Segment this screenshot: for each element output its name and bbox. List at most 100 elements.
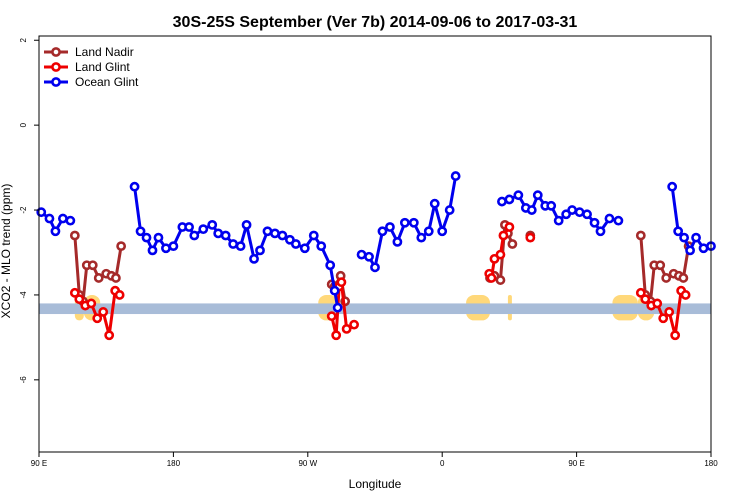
data-point — [220, 230, 231, 241]
data-point — [329, 285, 340, 296]
data-point — [44, 213, 55, 224]
data-point — [189, 230, 200, 241]
x-tick-label: 90 E — [31, 459, 47, 468]
data-point — [241, 219, 252, 230]
data-point — [655, 260, 666, 271]
data-point — [444, 205, 455, 215]
data-point — [326, 311, 337, 322]
data-point — [364, 251, 374, 262]
data-point — [685, 245, 695, 256]
x-tick-label: 180 — [167, 459, 181, 468]
y-axis-label: XCO2 - MLO trend (ppm) — [0, 184, 13, 319]
chart-title: 30S-25S September (Ver 7b) 2014-09-06 to… — [173, 14, 578, 31]
data-point — [92, 313, 103, 324]
data-point — [249, 253, 259, 264]
data-point — [408, 217, 419, 228]
data-point — [147, 245, 158, 256]
data-point — [525, 232, 536, 243]
series-land-glint — [69, 222, 691, 341]
data-point — [423, 226, 434, 237]
y-tick-label: -4 — [19, 291, 28, 299]
data-point — [513, 190, 524, 201]
data-point — [673, 226, 684, 237]
data-point — [567, 205, 578, 215]
data-point — [290, 239, 301, 249]
y-tick-label: -2 — [19, 206, 28, 214]
data-point — [255, 245, 265, 256]
data-point — [640, 294, 651, 305]
data-point — [356, 249, 367, 260]
data-point — [153, 232, 164, 243]
data-point — [235, 241, 246, 252]
data-point — [65, 215, 76, 226]
data-point — [661, 273, 672, 283]
data-point — [437, 226, 448, 237]
data-point — [664, 307, 675, 317]
legend-swatch-marker — [51, 77, 61, 87]
legend-item: Ocean Glint — [44, 75, 139, 89]
data-point — [498, 230, 509, 241]
data-point — [613, 215, 624, 226]
data-point — [325, 260, 336, 271]
data-point — [86, 298, 97, 309]
data-point — [50, 226, 61, 237]
data-point — [262, 226, 273, 237]
legend-label: Ocean Glint — [75, 75, 139, 89]
y-tick-label: 0 — [19, 122, 28, 127]
data-point — [116, 241, 127, 252]
data-point — [213, 228, 224, 239]
y-tick-label: -6 — [19, 376, 28, 384]
data-point — [429, 198, 440, 209]
data-point — [228, 239, 239, 249]
data-point — [450, 171, 461, 181]
data-point — [87, 260, 98, 271]
data-point — [589, 217, 600, 228]
data-point — [691, 232, 701, 243]
legend-swatch-marker — [51, 62, 61, 72]
data-point — [332, 302, 343, 313]
data-point — [678, 273, 689, 283]
legend-item: Land Nadir — [44, 45, 134, 59]
data-point — [141, 232, 152, 243]
data-point — [69, 230, 80, 241]
data-point — [198, 224, 209, 235]
data-point — [341, 323, 352, 334]
data-point — [316, 241, 327, 252]
series-line — [501, 193, 619, 233]
data-point — [698, 243, 709, 254]
data-point — [399, 217, 410, 228]
data-point — [604, 213, 615, 224]
data-point — [207, 219, 218, 230]
x-tick-label: 90 W — [298, 459, 317, 468]
data-point — [574, 207, 585, 218]
series-ocean-glint — [36, 171, 716, 313]
data-point — [370, 262, 380, 273]
data-point — [57, 213, 68, 224]
data-point — [299, 243, 310, 254]
data-point — [670, 330, 681, 341]
data-point — [270, 228, 280, 239]
data-point — [104, 330, 115, 341]
data-point — [595, 226, 606, 237]
data-point — [93, 273, 104, 283]
plot-frame — [38, 35, 712, 453]
data-point — [69, 287, 80, 298]
data-point — [349, 319, 359, 330]
x-tick-label: 180 — [704, 459, 718, 468]
data-point — [582, 209, 592, 220]
data-point — [277, 230, 288, 241]
data-point — [129, 181, 140, 192]
data-point — [111, 273, 121, 283]
data-point — [168, 241, 179, 252]
data-point — [114, 290, 125, 300]
series-line — [670, 186, 712, 252]
data-point — [135, 226, 146, 237]
x-tick-label: 90 E — [568, 459, 584, 468]
data-point — [308, 230, 319, 241]
data-point — [652, 298, 663, 309]
x-axis: 90 E 180 90 W 0 90 E 180 — [31, 452, 718, 468]
data-point — [184, 222, 194, 232]
data-point — [416, 232, 427, 243]
